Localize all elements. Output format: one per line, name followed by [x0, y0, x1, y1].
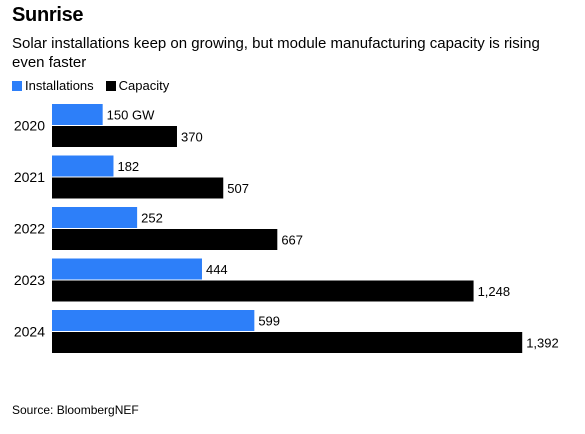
legend: Installations Capacity — [12, 78, 181, 93]
bar-capacity-2020 — [52, 126, 177, 147]
legend-label-installations: Installations — [25, 78, 94, 93]
data-label-capacity-2023: 1,248 — [478, 284, 511, 299]
category-label-2020: 2020 — [14, 118, 45, 134]
data-label-installations-2021: 182 — [117, 159, 139, 174]
bar-capacity-2021 — [52, 177, 224, 199]
chart-title: Sunrise — [12, 4, 84, 26]
bar-installations-2021 — [52, 155, 114, 177]
legend-label-capacity: Capacity — [118, 78, 170, 93]
category-label-2023: 2023 — [14, 272, 45, 288]
data-label-installations-2020: 150 GW — [107, 108, 155, 123]
data-label-capacity-2021: 507 — [227, 181, 249, 196]
bar-capacity-2024 — [52, 332, 523, 353]
bar-installations-2023 — [52, 258, 202, 280]
legend-swatch-capacity — [105, 80, 116, 91]
bar-capacity-2022 — [52, 229, 278, 250]
data-label-capacity-2022: 667 — [281, 233, 303, 248]
data-label-capacity-2024: 1,392 — [526, 336, 559, 351]
bar-installations-2024 — [52, 310, 255, 331]
category-label-2021: 2021 — [14, 169, 45, 185]
legend-item-capacity: Capacity — [105, 78, 170, 93]
data-label-installations-2024: 599 — [258, 314, 280, 329]
bar-chart: 2020 150 GW 370 2021 182 507 2022 252 667 2023 444… — [14, 104, 559, 353]
chart-subtitle: Solar installations keep on growing, but… — [12, 35, 540, 71]
legend-item-installations: Installations — [12, 78, 94, 93]
bar-installations-2022 — [52, 207, 138, 228]
category-label-2022: 2022 — [14, 221, 45, 237]
data-label-capacity-2020: 370 — [181, 130, 203, 145]
legend-swatch-installations — [12, 80, 22, 91]
bar-installations-2020 — [52, 104, 103, 125]
category-label-2024: 2024 — [14, 324, 45, 340]
data-label-installations-2022: 252 — [141, 211, 163, 226]
data-label-installations-2023: 444 — [206, 262, 228, 277]
source-note: Source: BloombergNEF — [12, 403, 139, 417]
bar-capacity-2023 — [52, 280, 474, 302]
